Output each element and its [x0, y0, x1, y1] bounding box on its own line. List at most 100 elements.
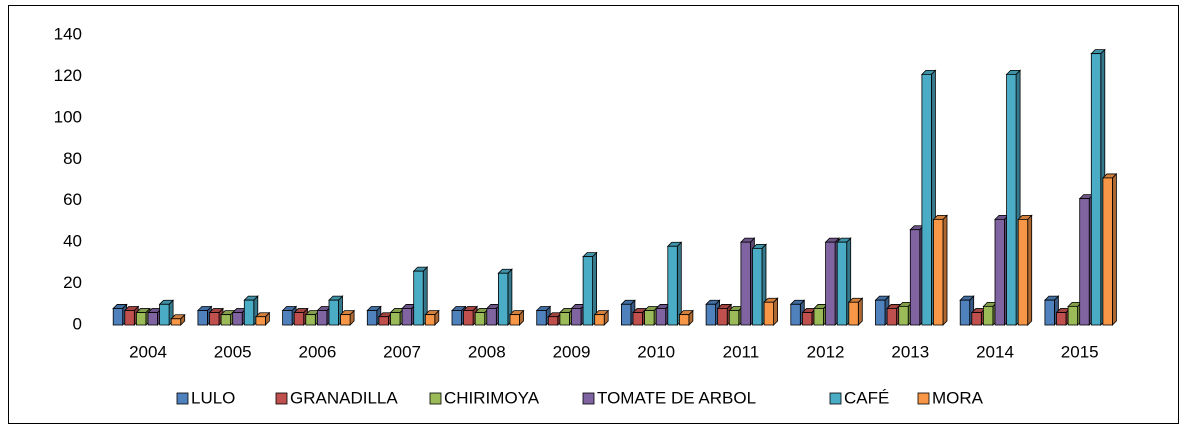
- bar: [1056, 312, 1067, 326]
- bar: [994, 218, 1005, 326]
- x-tick-label: 2008: [468, 342, 506, 361]
- bar: [679, 314, 690, 326]
- bar: [571, 308, 582, 326]
- bar: [802, 312, 813, 326]
- bar: [378, 316, 389, 326]
- legend-swatch: [829, 392, 842, 405]
- x-tick-label: 2009: [553, 342, 591, 361]
- bar: [790, 303, 801, 326]
- bar: [232, 312, 243, 326]
- bar-side: [857, 297, 863, 326]
- legend-label: CAFÉ: [844, 388, 889, 407]
- bar: [559, 312, 570, 326]
- x-tick-label: 2014: [976, 342, 1014, 361]
- bar: [825, 241, 836, 326]
- legend-label: GRANADILLA: [290, 388, 398, 407]
- bar: [886, 308, 897, 326]
- bar: [1067, 305, 1078, 326]
- bar: [340, 314, 351, 326]
- bar-side: [942, 214, 948, 326]
- y-tick-label: 0: [73, 314, 82, 333]
- bar: [220, 314, 232, 326]
- bar: [921, 73, 932, 326]
- bar: [836, 241, 848, 326]
- bar: [959, 299, 971, 326]
- bar: [328, 299, 339, 326]
- bar: [848, 301, 859, 326]
- bar: [316, 310, 328, 326]
- bar: [293, 312, 305, 326]
- bar: [536, 310, 547, 326]
- bar: [1017, 218, 1029, 326]
- bar: [933, 218, 944, 326]
- y-tick-label: 60: [63, 190, 82, 209]
- bar: [740, 241, 751, 326]
- bar: [124, 310, 135, 326]
- bar: [632, 312, 643, 326]
- bar: [1044, 299, 1055, 326]
- bar: [424, 314, 436, 326]
- bar: [909, 229, 921, 326]
- bar: [971, 312, 982, 326]
- bar: [451, 310, 462, 326]
- bar: [112, 308, 124, 326]
- bar: [655, 308, 667, 326]
- bar: [1090, 53, 1102, 326]
- y-tick-label: 100: [54, 107, 82, 126]
- x-tick-label: 2012: [807, 342, 845, 361]
- legend-label: LULO: [191, 388, 235, 407]
- bar: [209, 312, 220, 326]
- y-tick-label: 80: [63, 149, 82, 168]
- legend-swatch: [917, 392, 930, 405]
- bar: [243, 299, 255, 326]
- legend-swatch: [429, 392, 442, 405]
- bar: [717, 308, 728, 326]
- bar: [594, 314, 605, 326]
- bar: [509, 314, 520, 326]
- bar: [197, 310, 208, 326]
- legend-swatch: [275, 392, 288, 405]
- y-tick-label: 120: [54, 66, 82, 85]
- x-tick-label: 2005: [214, 342, 252, 361]
- bar: [486, 308, 497, 326]
- legend-swatch: [176, 392, 189, 405]
- legend-label: MORA: [932, 388, 984, 407]
- bar: [497, 272, 509, 326]
- bar: [621, 303, 632, 326]
- x-tick-label: 2011: [723, 342, 760, 361]
- bar: [1006, 73, 1017, 326]
- legend-label: TOMATE DE ARBOL: [597, 388, 756, 407]
- x-tick-label: 2006: [298, 342, 336, 361]
- bar-side: [1112, 172, 1117, 326]
- bar-side: [773, 297, 778, 326]
- bar: [1079, 198, 1090, 326]
- x-tick-label: 2007: [383, 342, 421, 361]
- bar: [147, 312, 158, 326]
- bar: [898, 305, 909, 326]
- bar: [763, 301, 774, 326]
- bar: [667, 245, 678, 326]
- bar: [547, 316, 559, 326]
- bar: [1102, 177, 1113, 326]
- bar: [582, 256, 593, 326]
- x-tick-label: 2004: [129, 342, 167, 361]
- y-tick-label: 20: [63, 273, 82, 292]
- bar: [752, 247, 763, 326]
- bar: [390, 312, 401, 326]
- bar: [170, 318, 182, 326]
- x-tick-label: 2010: [637, 342, 675, 361]
- bar: [366, 310, 378, 326]
- chart-frame: [8, 5, 1179, 424]
- bar: [875, 299, 886, 326]
- bar: [135, 312, 147, 326]
- bar: [282, 310, 293, 326]
- bar: [474, 312, 486, 326]
- y-tick-label: 40: [63, 232, 82, 251]
- bar: [983, 305, 994, 326]
- bar: [159, 303, 170, 326]
- bar: [255, 316, 266, 326]
- bar: [463, 310, 474, 326]
- bar: [644, 310, 655, 326]
- bar-side: [1027, 214, 1033, 326]
- bar-side: [676, 241, 682, 326]
